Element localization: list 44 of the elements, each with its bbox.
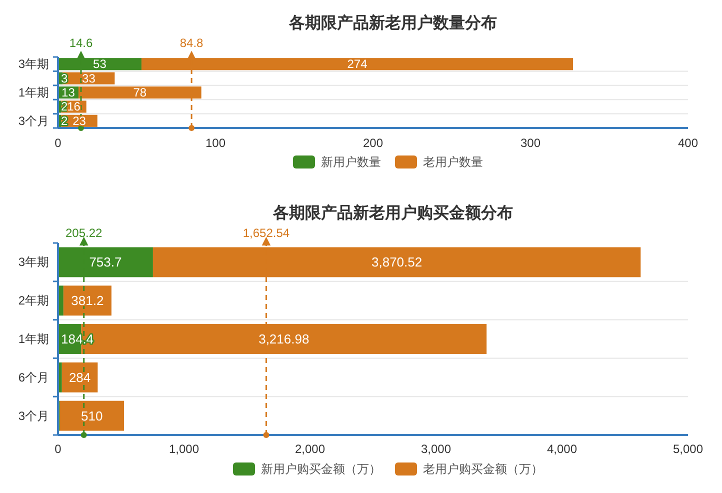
ref-line-label: 1,652.54 — [242, 226, 290, 240]
chart-title: 各期限产品新老用户购买金额分布 — [272, 204, 513, 222]
x-tick-label: 400 — [678, 136, 698, 150]
x-tick-label: 0 — [54, 136, 62, 150]
data-label: 284 — [68, 370, 91, 385]
y-tick-label: 3年期 — [18, 57, 49, 72]
data-label: 78 — [133, 86, 147, 100]
legend-label: 新用户数量 — [321, 155, 381, 169]
y-tick-label: 3年期 — [18, 255, 49, 270]
x-tick-label: 100 — [205, 136, 226, 150]
x-tick-label: 200 — [362, 136, 384, 150]
chart-title: 各期限产品新老用户数量分布 — [288, 14, 497, 32]
legend-label: 老用户购买金额（万） — [423, 462, 543, 476]
data-label: 274 — [347, 57, 368, 72]
ref-line-label: 14.6 — [69, 36, 93, 50]
x-tick-label: 5,000 — [672, 442, 704, 456]
x-tick-label: 2,000 — [294, 442, 326, 456]
x-tick-label: 4,000 — [546, 442, 578, 456]
data-label: 510 — [81, 408, 103, 424]
data-label: 53 — [93, 57, 107, 72]
ref-line-label: 205.22 — [66, 226, 103, 240]
y-tick-label: 3个月 — [18, 114, 49, 128]
legend-label: 新用户购买金额（万） — [261, 462, 381, 476]
y-tick-label: 1年期 — [18, 332, 49, 346]
ref-line-label: 84.8 — [180, 36, 204, 50]
data-label: 13 — [62, 86, 76, 100]
data-label: 2 — [61, 100, 68, 114]
y-tick-label: 6个月 — [18, 370, 49, 384]
y-tick-label: 2年期 — [18, 294, 49, 308]
y-tick-label: 1年期 — [18, 86, 49, 100]
data-label: 16 — [67, 100, 81, 114]
data-label: 23 — [72, 114, 86, 128]
x-tick-label: 0 — [54, 442, 62, 456]
legend-label: 老用户数量 — [423, 155, 483, 169]
x-tick-label: 3,000 — [420, 442, 452, 456]
y-tick-label: 3个月 — [18, 408, 49, 423]
data-label: 753.7 — [89, 254, 122, 270]
data-label: 381.2 — [71, 293, 104, 308]
data-label: 2 — [61, 114, 68, 128]
x-tick-label: 300 — [520, 136, 541, 150]
data-label: 3,216.98 — [258, 332, 310, 346]
x-tick-label: 1,000 — [168, 442, 200, 456]
data-label: 3,870.52 — [372, 254, 422, 270]
data-label: 33 — [82, 71, 96, 86]
